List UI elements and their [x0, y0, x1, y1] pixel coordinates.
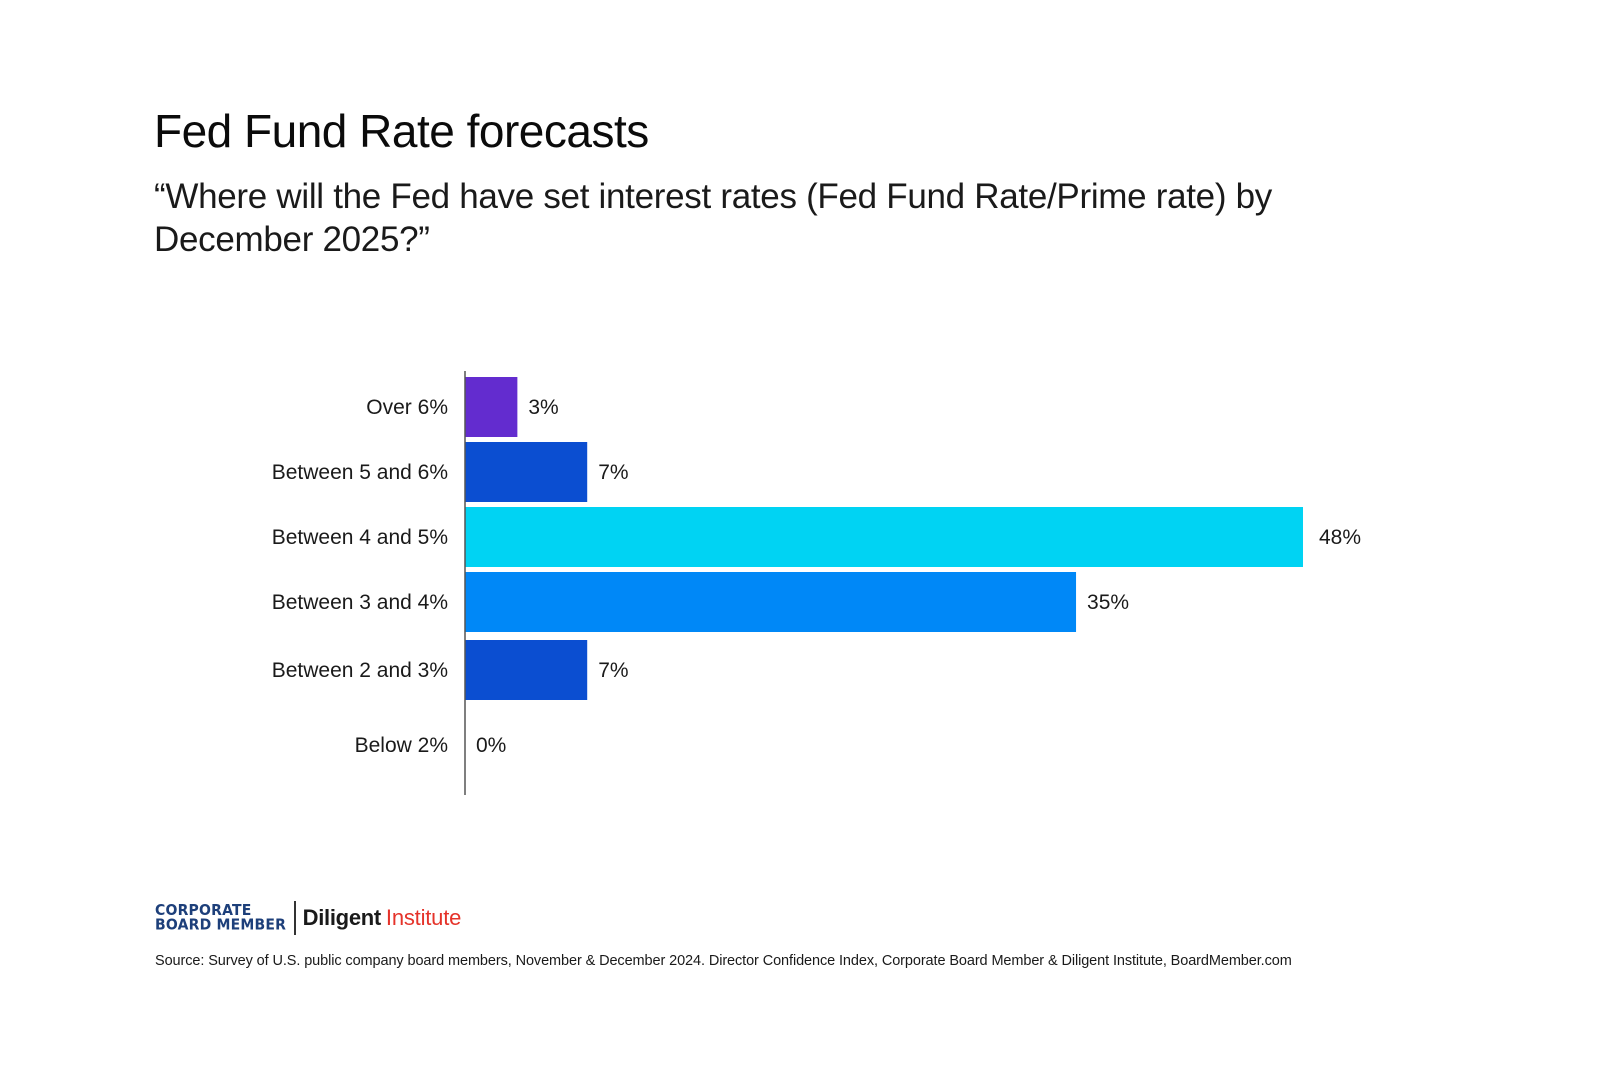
category-label: Between 4 and 5% — [272, 526, 448, 549]
footer-logos: CORPORATE BOARD MEMBER Diligent Institut… — [155, 900, 461, 936]
institute-logo-text: Institute — [385, 905, 462, 930]
data-label: 3% — [528, 396, 558, 419]
data-label: 48% — [1319, 526, 1361, 549]
cbm-logo-line-2: BOARD MEMBER — [155, 916, 287, 934]
bar — [465, 377, 518, 437]
bar — [465, 442, 588, 502]
category-label: Between 3 and 4% — [272, 591, 448, 614]
category-label: Over 6% — [366, 396, 448, 419]
diligent-logo-text: Diligent — [302, 905, 382, 930]
bar — [465, 640, 588, 700]
data-label: 7% — [598, 659, 628, 682]
logo-divider — [294, 901, 296, 935]
data-label: 7% — [598, 461, 628, 484]
chart-subtitle: “Where will the Fed have set interest ra… — [154, 177, 1272, 259]
bar — [465, 507, 1303, 567]
source-note: Source: Survey of U.S. public company bo… — [155, 953, 1292, 969]
corporate-board-member-logo: CORPORATE BOARD MEMBER — [155, 903, 286, 932]
bar — [465, 572, 1077, 632]
category-label: Between 2 and 3% — [272, 659, 448, 682]
cbm-logo-line-1: CORPORATE — [155, 902, 252, 920]
data-label: 35% — [1087, 591, 1129, 614]
category-label: Below 2% — [355, 734, 448, 757]
category-label: Between 5 and 6% — [272, 461, 448, 484]
data-label: 0% — [476, 734, 506, 757]
chart-title: Fed Fund Rate forecasts — [154, 105, 649, 157]
